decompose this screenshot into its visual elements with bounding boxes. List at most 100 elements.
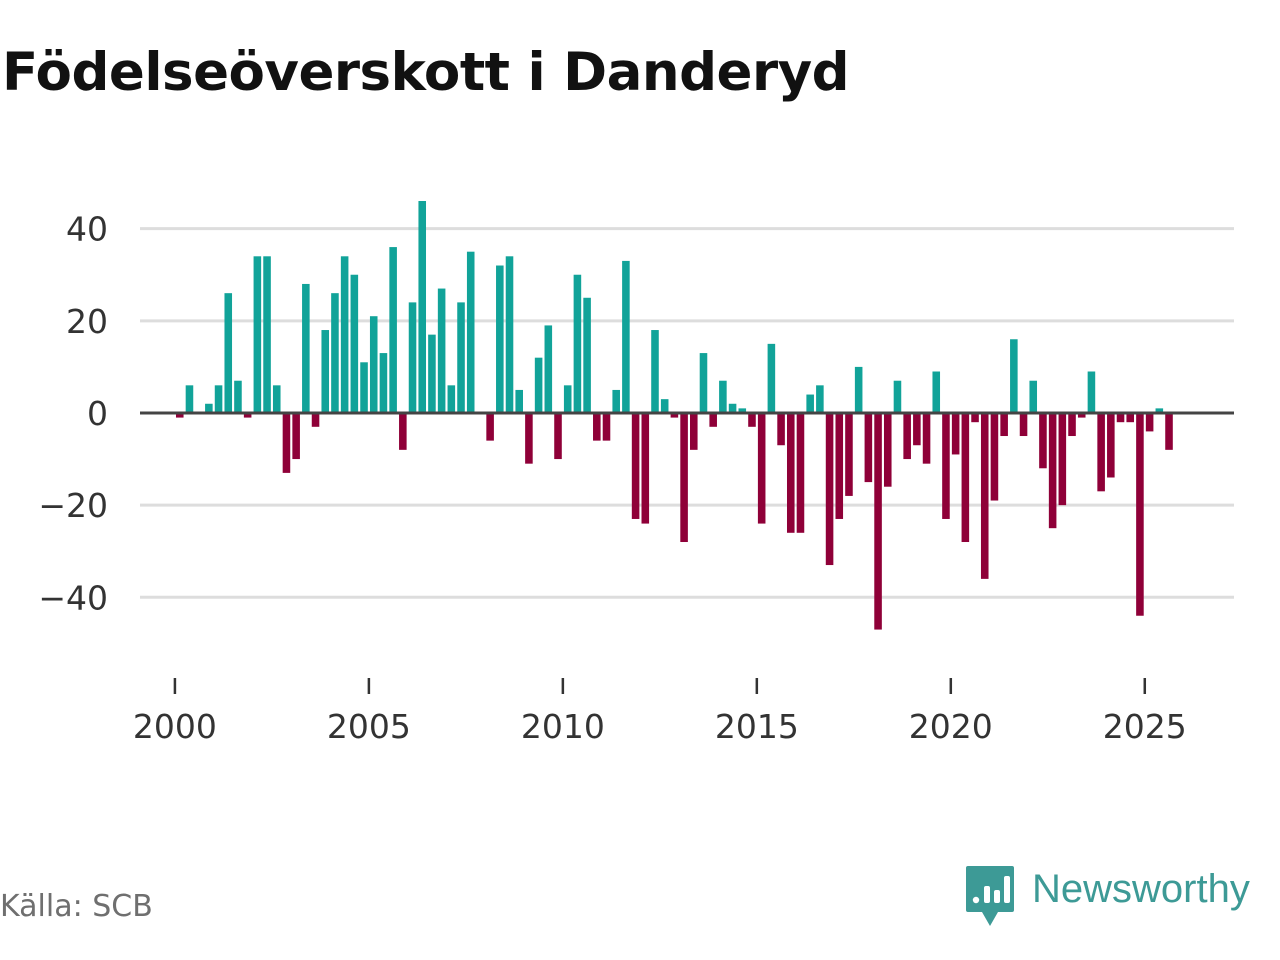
- bar: [1107, 412, 1115, 478]
- bar: [428, 334, 436, 413]
- bar: [534, 357, 543, 413]
- chart-title: Födelseöverskott i Danderyd: [2, 42, 850, 103]
- bar: [719, 380, 727, 413]
- bar: [767, 343, 776, 413]
- bar-chart: 40 20 0 −20 −40 2000 2005 2010 2015 2020 2025: [38, 201, 1234, 746]
- bar: [563, 385, 572, 413]
- bar: [641, 412, 650, 524]
- bar: [864, 412, 873, 483]
- bar: [205, 403, 213, 413]
- y-axis: 40 20 0 −20 −40: [38, 210, 108, 618]
- bar: [185, 385, 194, 413]
- bar: [709, 412, 717, 427]
- bar: [1039, 412, 1047, 469]
- bar: [845, 412, 853, 496]
- bar: [612, 389, 620, 413]
- bar: [360, 362, 368, 413]
- bar: [922, 412, 931, 464]
- bar: [1145, 412, 1154, 432]
- bar: [331, 293, 339, 413]
- bar: [399, 412, 407, 450]
- bar: [680, 412, 688, 543]
- bar: [602, 412, 611, 441]
- bar: [990, 412, 999, 501]
- x-tick-label: 2005: [327, 707, 411, 746]
- bar: [913, 412, 921, 446]
- bar: [757, 412, 766, 524]
- bar: [796, 412, 805, 533]
- bar: [243, 412, 252, 418]
- bar: [1155, 408, 1164, 413]
- brand-logo-block: Newsworthy: [964, 864, 1250, 928]
- bar: [466, 251, 475, 413]
- bar: [1077, 412, 1086, 418]
- bar: [272, 385, 281, 413]
- x-tick-label: 2010: [521, 707, 605, 746]
- x-tick-label: 2015: [715, 707, 799, 746]
- bar: [583, 297, 591, 413]
- bar: [311, 412, 320, 427]
- bar: [1087, 371, 1096, 413]
- bar: [350, 274, 359, 413]
- bar: [786, 412, 795, 533]
- bar: [224, 293, 233, 413]
- bar: [379, 353, 388, 413]
- bar: [1000, 412, 1008, 437]
- bar: [321, 330, 330, 413]
- bar: [971, 412, 979, 423]
- bar: [835, 412, 844, 519]
- x-tick-label: 2025: [1103, 707, 1187, 746]
- bar: [292, 412, 300, 460]
- bar: [854, 366, 863, 413]
- y-tick-label: 0: [87, 394, 108, 433]
- bar: [699, 353, 708, 413]
- bar: [622, 260, 630, 413]
- bar: [418, 201, 427, 413]
- bar: [214, 385, 223, 413]
- bar: [437, 288, 446, 413]
- bar: [369, 316, 378, 413]
- x-axis: 2000 2005 2010 2015 2020 2025: [133, 678, 1187, 746]
- bar: [408, 302, 417, 413]
- bar: [893, 380, 902, 413]
- bar: [631, 412, 640, 519]
- bars: [175, 201, 1173, 630]
- y-tick-label: 40: [66, 210, 108, 249]
- bar: [816, 385, 824, 413]
- bar: [1136, 412, 1144, 616]
- bar: [951, 412, 960, 455]
- bar: [263, 256, 271, 413]
- bar: [1058, 412, 1067, 506]
- bar: [932, 371, 941, 413]
- bar: [573, 274, 582, 413]
- bar: [175, 412, 184, 418]
- bar: [302, 283, 310, 413]
- bar: [1126, 412, 1135, 423]
- bar: [505, 256, 514, 413]
- bar: [651, 330, 659, 413]
- bar: [340, 256, 349, 413]
- bar: [1165, 412, 1173, 450]
- bar: [282, 412, 291, 473]
- bar: [234, 380, 242, 413]
- bar: [690, 412, 698, 450]
- bar: [253, 256, 262, 413]
- bar: [1010, 339, 1018, 413]
- bar: [544, 325, 553, 413]
- bar: [728, 403, 737, 413]
- x-tick-label: 2000: [133, 707, 217, 746]
- bar: [1029, 380, 1038, 413]
- bar: [1068, 412, 1076, 437]
- bar: [447, 385, 456, 413]
- bar: [748, 412, 756, 427]
- bar: [554, 412, 562, 460]
- brand-name: Newsworthy: [1032, 867, 1250, 911]
- bar: [1097, 412, 1105, 492]
- bar: [486, 412, 494, 441]
- y-tick-label: −20: [38, 486, 108, 525]
- bar: [1019, 412, 1028, 437]
- bar: [738, 408, 747, 413]
- bar: [903, 412, 911, 460]
- bar: [825, 412, 834, 566]
- bar: [496, 265, 504, 413]
